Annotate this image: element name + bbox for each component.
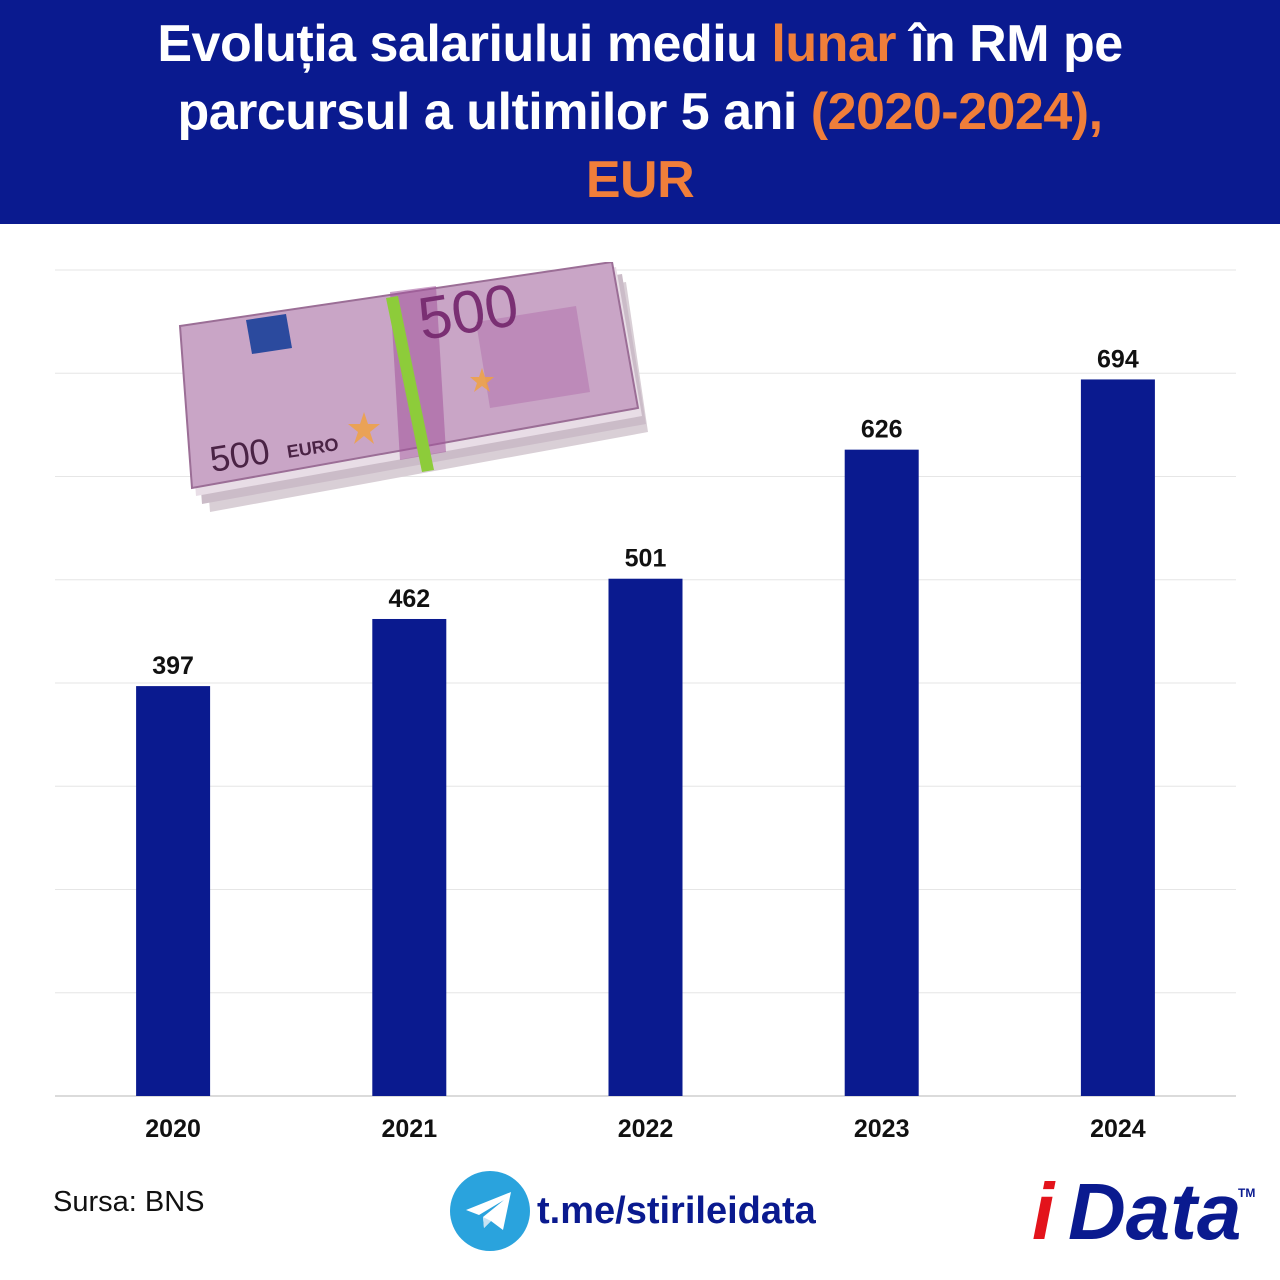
value-label-2021: 462 [388, 585, 430, 613]
x-tick-label-2024: 2024 [1090, 1115, 1146, 1143]
bar-2023 [844, 449, 919, 1096]
header-banner: Evoluția salariului mediu lunar în RM pe… [0, 0, 1280, 224]
value-label-2022: 501 [625, 545, 667, 573]
chart-value-labels: 397 462 501 626 694 [152, 345, 1139, 680]
title-text: în RM pe [896, 15, 1123, 73]
telegram-icon [450, 1171, 530, 1251]
x-tick-label-2021: 2021 [381, 1115, 437, 1143]
logo-i-letter: i [1032, 1167, 1056, 1255]
title-line-3: EUR [585, 151, 695, 209]
chart-x-labels: 2020 2021 2022 2023 2024 [145, 1115, 1146, 1143]
source-label: Sursa: BNS [53, 1186, 205, 1218]
logo-trademark: TM [1238, 1186, 1255, 1200]
x-tick-label-2020: 2020 [145, 1115, 201, 1143]
banknote-stack-illustration: 500 500 EURO [178, 262, 648, 512]
chart-bars [136, 379, 1155, 1096]
bar-2024 [1080, 379, 1155, 1096]
value-label-2024: 694 [1097, 345, 1139, 373]
logo-data-word: Data [1068, 1167, 1241, 1255]
bar-2022 [608, 578, 683, 1096]
title-text: parcursul a ultimilor 5 ani [177, 83, 811, 141]
title-accent-years: (2020-2024), [810, 83, 1103, 141]
title-line-1: Evoluția salariului mediu lunar în RM pe [157, 10, 1123, 78]
bar-2021 [372, 618, 447, 1096]
bar-chart: 397 462 501 626 694 2020 2021 2022 2023 2024 [55, 269, 1236, 1143]
x-tick-label-2022: 2022 [618, 1115, 674, 1143]
title-text: Evoluția salariului mediu [157, 15, 772, 73]
x-tick-label-2023: 2023 [854, 1115, 910, 1143]
title-line-2: parcursul a ultimilor 5 ani (2020-2024), [177, 78, 1103, 146]
title-accent-lunar: lunar [771, 15, 897, 73]
telegram-link[interactable]: t.me/stirileidata [449, 1170, 816, 1252]
banknote-value-text: 500 [414, 271, 523, 353]
telegram-link-text: t.me/stirileidata [537, 1189, 816, 1232]
idata-logo: i Data TM [1032, 1167, 1255, 1255]
value-label-2023: 626 [861, 416, 903, 444]
banknote-value-small-text: 500 [207, 430, 273, 480]
bar-2020 [136, 686, 211, 1096]
value-label-2020: 397 [152, 652, 194, 680]
